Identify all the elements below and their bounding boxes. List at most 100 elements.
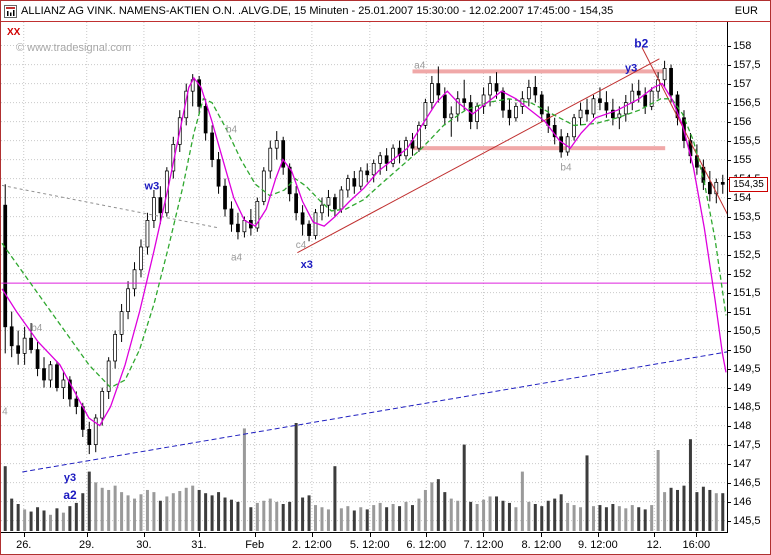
candle-body	[391, 147, 395, 164]
volume-bar	[210, 495, 214, 531]
candle-body	[93, 417, 98, 445]
volume-bar	[430, 482, 434, 531]
price-axis[interactable]: 158157,5157156,5156155,5155154,5154153,5…	[728, 22, 770, 554]
candle-body	[3, 204, 8, 328]
candle-body	[378, 155, 383, 164]
price-tick	[728, 463, 731, 465]
volume-bar	[656, 450, 660, 531]
price-tick-label: 147	[733, 457, 752, 470]
volume-bar	[475, 504, 479, 531]
candle-body	[598, 98, 602, 103]
candle-body	[649, 90, 654, 107]
volume-bar	[87, 471, 91, 531]
price-tick-label: 152	[733, 267, 752, 280]
candle-body	[229, 208, 234, 225]
candle-body	[365, 170, 370, 176]
volume-bar	[126, 495, 130, 531]
candle-body	[591, 98, 596, 115]
volume-bar	[365, 509, 369, 531]
time-tick-label: 31.	[191, 539, 207, 551]
volume-bar	[346, 506, 350, 531]
wave-label-y3: y3	[64, 472, 76, 484]
time-tick	[143, 533, 145, 537]
volume-bar	[546, 500, 550, 531]
window-title: ALLIANZ AG VINK. NAMENS-AKTIEN O.N. .ALV…	[21, 5, 614, 17]
wave-label-b2: b2	[634, 37, 648, 51]
price-tick	[728, 254, 731, 256]
candle-body	[87, 429, 92, 445]
candle-body	[423, 102, 428, 126]
time-tick-label: 7. 12:00	[463, 539, 504, 551]
price-tick-label: 147,5	[733, 438, 761, 451]
volume-bar	[139, 494, 143, 531]
volume-bar	[113, 485, 117, 531]
volume-bar	[120, 492, 124, 531]
candle-body	[333, 197, 337, 210]
volume-bar	[359, 507, 363, 531]
volume-bar	[372, 505, 376, 531]
candle-body	[384, 155, 389, 164]
time-tick-label: 30.	[136, 539, 152, 551]
candle-body	[559, 136, 564, 153]
candle-body	[617, 113, 622, 119]
candle-body	[300, 212, 305, 225]
volume-bar	[701, 486, 705, 531]
volume-bar	[469, 501, 473, 531]
chart-plot-area[interactable]: b2 y3 a4 b4 w3 b4 a4 c4 x3 b4 4 y3 a2 XX © www.trade…	[1, 22, 728, 532]
time-tick-label: 29.	[79, 539, 95, 551]
wave-label-4: 4	[2, 406, 8, 417]
volume-bar	[262, 500, 266, 531]
volume-bar	[204, 493, 208, 531]
price-tick-label: 146	[733, 495, 752, 508]
price-tick-label: 151	[733, 305, 752, 318]
volume-bar	[242, 428, 246, 531]
ma-fast-line	[1, 76, 727, 427]
breakdown-trendline	[641, 47, 727, 215]
volume-bar	[16, 504, 20, 531]
volume-bar	[585, 455, 589, 531]
candle-body	[345, 178, 350, 191]
candle-body	[707, 181, 712, 195]
volume-bar	[223, 497, 227, 531]
candle-body	[442, 94, 447, 119]
candle-body	[294, 193, 298, 214]
candle-body	[68, 379, 72, 400]
volume-bar	[42, 510, 46, 531]
time-tick	[311, 533, 313, 537]
volume-bar	[449, 498, 453, 531]
price-tick	[728, 140, 731, 142]
price-tick	[728, 482, 731, 484]
volume-bar	[624, 508, 628, 531]
price-tick-label: 155	[733, 153, 752, 166]
volume-bar	[301, 497, 305, 531]
volume-bar	[94, 482, 98, 531]
price-tick	[728, 197, 731, 199]
candle-body	[139, 246, 143, 271]
price-tick	[728, 45, 731, 47]
time-axis[interactable]: 26. 29. 30. 31. Feb 2. 12:00 5. 12:00 6. 12:00 7…	[1, 532, 728, 554]
time-tick	[198, 533, 200, 537]
volume-bar	[669, 487, 673, 531]
volume-bar	[520, 471, 524, 531]
price-tick	[728, 292, 731, 294]
volume-bar	[236, 501, 240, 531]
volume-bar	[501, 500, 505, 531]
candle-body	[572, 117, 576, 138]
candle-body	[623, 102, 628, 115]
time-tick-label: 2. 12:00	[291, 539, 332, 551]
upper-resistance-zone	[412, 69, 666, 74]
chart-canvas[interactable]: b2 y3 a4 b4 w3 b4 a4 c4 x3 b4 4 y3 a2	[1, 22, 727, 532]
volume-bar	[48, 514, 52, 531]
price-tick-label: 146,5	[733, 476, 761, 489]
candle-body	[152, 197, 156, 221]
time-tick	[597, 533, 599, 537]
candle-body	[210, 132, 214, 160]
time-tick	[654, 533, 656, 537]
wave-label-w3: w3	[144, 180, 160, 192]
wave-label-x3: x3	[301, 259, 313, 271]
volume-bar	[688, 439, 692, 531]
price-tick	[728, 121, 731, 123]
candle-body	[371, 162, 376, 176]
volume-bar	[165, 496, 169, 531]
candle-body	[488, 83, 492, 96]
